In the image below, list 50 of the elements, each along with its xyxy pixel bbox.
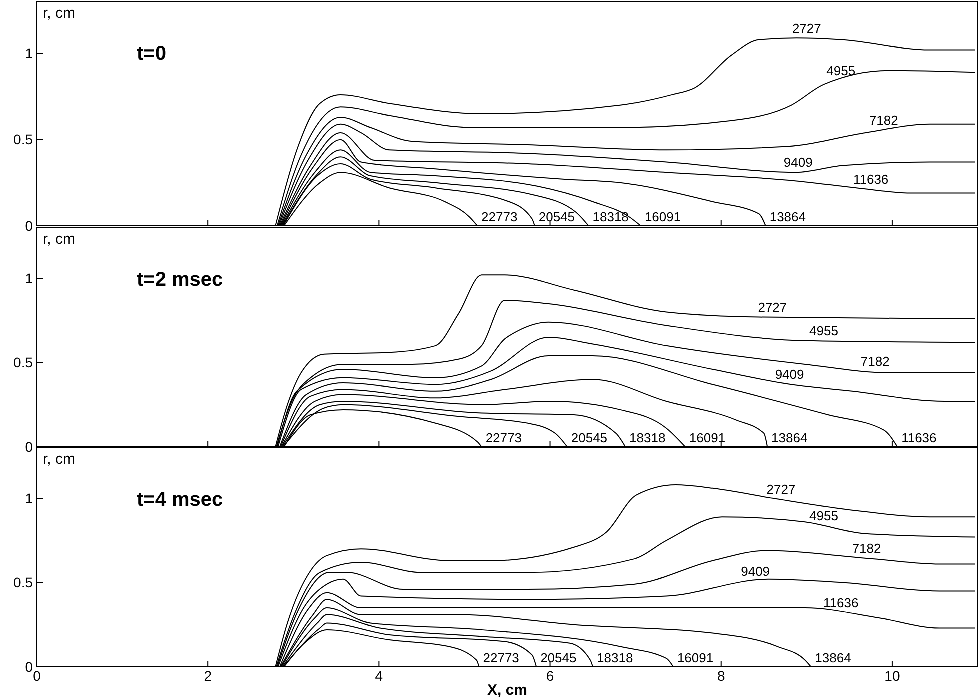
series-label: 9409 [741, 564, 770, 580]
series-label: 7182 [860, 354, 890, 370]
series-label: 2727 [766, 482, 796, 498]
series-label: 4955 [826, 64, 856, 79]
series-label: 22773 [486, 430, 522, 446]
series-label: 2727 [758, 300, 788, 315]
series-label: 18318 [597, 650, 634, 666]
series-label: 18318 [630, 430, 666, 446]
series-label: 22773 [483, 650, 520, 666]
y-tick-label: 1 [25, 270, 34, 286]
y-axis-title: r, cm [43, 231, 76, 248]
series-label: 13864 [772, 430, 808, 446]
series-label: 13864 [770, 210, 806, 225]
x-axis-title: X, cm [487, 682, 528, 699]
series-label: 9409 [784, 154, 813, 170]
series-label: 20545 [540, 650, 577, 666]
x-tick-label: 6 [546, 668, 554, 684]
series-label: 7182 [869, 113, 898, 128]
series-label: 2727 [792, 21, 822, 36]
series-label: 20545 [571, 430, 608, 446]
x-tick-label: 8 [717, 668, 726, 684]
y-tick-label: 1 [25, 490, 34, 506]
x-tick-label: 2 [204, 668, 212, 684]
text: t=0 [137, 43, 166, 65]
series-label: 11636 [824, 595, 859, 610]
y-tick-label: 0.5 [14, 132, 34, 148]
series-label: 20545 [538, 210, 576, 225]
text: t=2 msec [137, 269, 224, 291]
series-label: 13864 [815, 650, 852, 666]
y-axis-title: r, cm [43, 451, 76, 468]
series-label: 16091 [689, 430, 726, 446]
y-tick-label: 0 [25, 218, 34, 234]
y-tick-label: 0.5 [14, 354, 34, 371]
x-tick-label: 10 [884, 668, 900, 684]
series-label: 18318 [592, 210, 629, 225]
series-label: 9409 [775, 366, 804, 382]
y-tick-label: 0.5 [14, 574, 34, 591]
series-label: 11636 [853, 172, 889, 187]
y-tick-label: 0 [25, 438, 34, 455]
series-label: 4955 [810, 324, 838, 339]
text: t=4 msec [137, 489, 224, 511]
series-label: 16091 [677, 650, 714, 666]
series-label: 16091 [644, 210, 682, 225]
y-tick-label: 1 [25, 46, 34, 62]
y-axis-title: r, cm [43, 5, 76, 22]
series-label: 22773 [482, 210, 518, 225]
series-label: 7182 [852, 541, 882, 556]
x-tick-label: 4 [375, 668, 384, 684]
series-label: 4955 [810, 508, 838, 524]
series-label: 11636 [902, 430, 937, 446]
